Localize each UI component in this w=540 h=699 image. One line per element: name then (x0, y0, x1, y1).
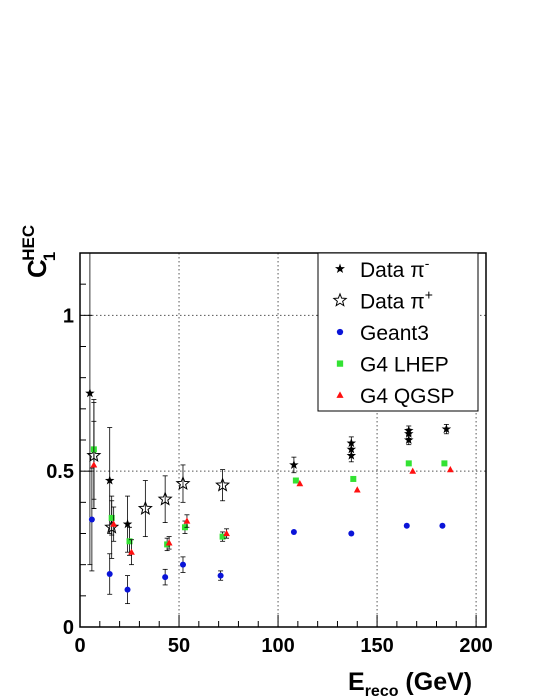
data-point (137, 500, 153, 515)
data-point (110, 520, 118, 527)
data-point (441, 460, 448, 467)
series-3 (90, 399, 448, 556)
data-point (175, 475, 191, 491)
legend-label: G4 QGSP (360, 385, 455, 408)
data-point (88, 516, 95, 523)
y-tick-label: 0.5 (46, 461, 74, 483)
axis-ticks (79, 252, 477, 628)
data-point (292, 477, 299, 484)
data-point (157, 491, 173, 506)
data-point (404, 428, 414, 438)
legend-marker (332, 292, 348, 307)
data-point (162, 574, 169, 581)
data-point (439, 522, 446, 529)
data-point (219, 533, 226, 540)
data-point (217, 572, 224, 579)
y-axis-label-subscript: 1 (40, 252, 59, 261)
y-tick-labels: 00.51 (46, 305, 74, 639)
svg-text:C1HEC: C1HEC (19, 225, 59, 278)
data-point (346, 450, 357, 460)
x-tick-label: 50 (168, 635, 190, 657)
data-point (108, 514, 115, 521)
series-4 (90, 420, 454, 566)
x-axis-label-unit: (GeV) (398, 668, 472, 696)
legend-label: Data π+ (360, 286, 433, 313)
legend-marker (335, 263, 345, 274)
x-axis-label-subscript: reco (365, 683, 399, 699)
legend-label: G4 LHEP (360, 354, 449, 377)
x-tick-label: 100 (261, 635, 294, 657)
data-point (409, 467, 417, 474)
data-point (296, 480, 304, 487)
y-axis-label-main: C (22, 259, 52, 278)
data-point (122, 519, 133, 529)
x-tick-label: 150 (360, 635, 393, 657)
series-2 (88, 467, 446, 605)
data-point (289, 459, 299, 469)
legend: Data π- Data π+ Geant3 G4 LHEP G4 QGSP (317, 252, 479, 412)
data-point (404, 435, 414, 445)
data-point (90, 461, 98, 468)
data-points (85, 252, 454, 605)
data-point (124, 586, 131, 593)
data-point (346, 438, 357, 448)
data-point (346, 444, 357, 454)
svg-text:Ereco (GeV): Ereco (GeV) (348, 668, 472, 699)
data-point (350, 475, 357, 482)
x-axis-label: Ereco (GeV) (348, 668, 472, 699)
data-point (215, 477, 231, 492)
data-point (126, 538, 133, 545)
x-axis-label-main: E (348, 668, 365, 696)
data-point (104, 475, 115, 485)
y-tick-label: 0 (63, 617, 74, 639)
data-point (353, 486, 361, 493)
legend-marker (336, 328, 344, 336)
data-point (405, 460, 412, 467)
legend-label: Data π- (360, 255, 430, 282)
data-point (179, 561, 186, 568)
x-tick-label: 200 (459, 635, 492, 657)
data-point (223, 529, 230, 537)
data-point (446, 466, 454, 473)
legend-marker (336, 391, 344, 398)
y-tick-label: 1 (63, 305, 74, 327)
legend-box (317, 252, 479, 412)
data-point (106, 571, 113, 578)
legend-marker (336, 360, 344, 367)
x-tick-label: 0 (74, 635, 85, 657)
data-point (165, 539, 173, 546)
data-point (183, 517, 191, 524)
data-point (128, 548, 135, 555)
y-axis-label-superscript: HEC (19, 225, 38, 261)
x-tick-labels: 0 50 100 150 200 (74, 635, 492, 657)
y-axis-label: C1HEC (19, 225, 59, 278)
data-point (403, 522, 410, 529)
legend-label: Geant3 (360, 322, 429, 345)
data-point (85, 388, 95, 398)
data-point (290, 528, 297, 535)
data-point (441, 424, 452, 434)
data-point (348, 530, 355, 537)
